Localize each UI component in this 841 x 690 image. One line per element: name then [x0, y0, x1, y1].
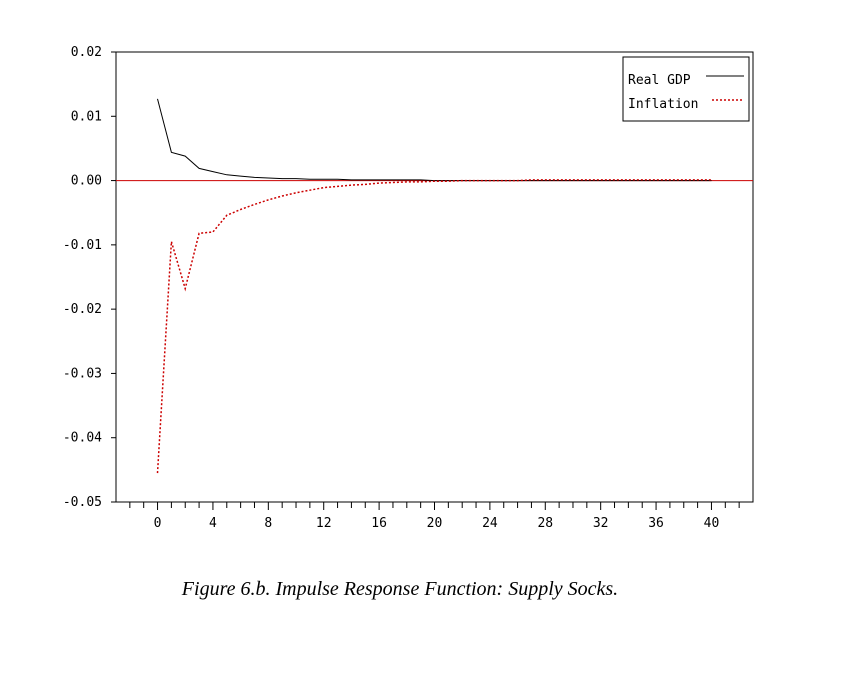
y-tick-label: 0.01: [71, 109, 102, 124]
y-tick-label: 0.00: [71, 174, 102, 189]
legend-label-real-gdp: Real GDP: [628, 73, 691, 88]
x-tick-label: 20: [427, 516, 443, 531]
x-tick-label: 28: [537, 516, 553, 531]
y-axis-ticks: 0.02 0.01 0.00 -0.01 -0.02 -0.03 -0.04 -0.05: [63, 45, 116, 510]
x-tick-label: 36: [648, 516, 664, 531]
series-line-inflation: [156, 179, 712, 474]
y-tick-label: -0.02: [63, 302, 102, 317]
x-tick-label: 8: [264, 516, 272, 531]
y-tick-label: -0.01: [63, 238, 102, 253]
y-tick-label: -0.03: [63, 366, 102, 381]
legend-label-inflation: Inflation: [628, 97, 698, 112]
x-tick-label: 32: [593, 516, 609, 531]
legend-box: [622, 56, 750, 122]
x-tick-label: 0: [154, 516, 162, 531]
series-layer: [156, 98, 712, 474]
x-tick-label: 40: [704, 516, 720, 531]
y-tick-label: -0.05: [63, 495, 102, 510]
x-tick-label: 16: [371, 516, 387, 531]
x-tick-label: 12: [316, 516, 332, 531]
figure-caption: Figure 6.b. Impulse Response Function: S…: [181, 578, 619, 600]
y-tick-label: 0.02: [71, 45, 102, 60]
x-axis-ticks: 0 4 8 12 16 20 24 28 32 36 40: [129, 502, 740, 531]
x-tick-label: 4: [209, 516, 217, 531]
legend: Real GDP Inflation: [622, 56, 750, 122]
y-tick-label: -0.04: [63, 431, 102, 446]
x-tick-label: 24: [482, 516, 498, 531]
